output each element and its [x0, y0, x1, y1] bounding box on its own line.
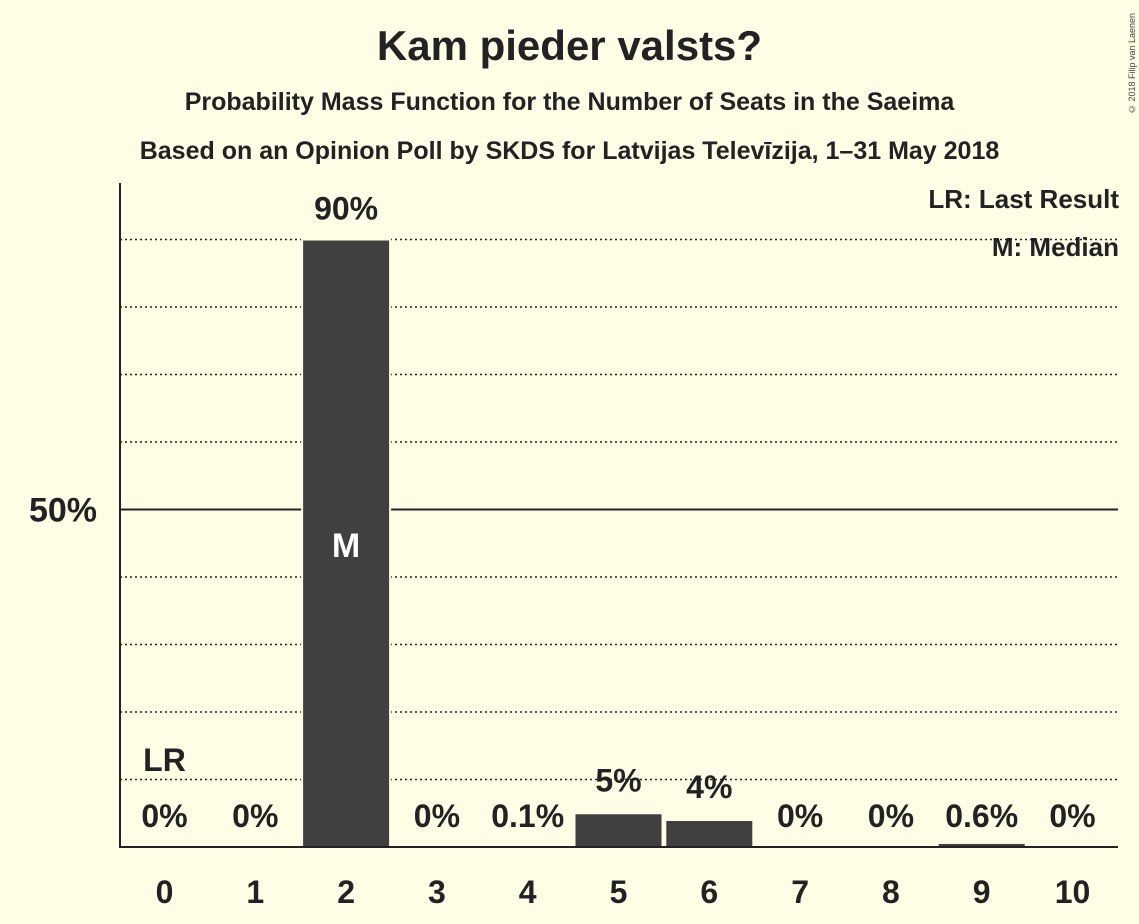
value-label-9: 0.6%	[945, 798, 1018, 834]
x-tick-label-5: 5	[610, 874, 628, 910]
value-label-1: 0%	[232, 798, 278, 834]
last-result-marker: LR	[143, 742, 186, 778]
x-tick-label-10: 10	[1055, 874, 1091, 910]
bar-2	[301, 238, 392, 848]
x-tick-label-3: 3	[428, 874, 446, 910]
value-label-8: 0%	[868, 798, 914, 834]
value-label-6: 4%	[686, 769, 732, 805]
value-label-3: 0%	[414, 798, 460, 834]
chart-title: Kam pieder valsts?	[376, 22, 763, 69]
chart-source: Based on an Opinion Poll by SKDS for Lat…	[139, 137, 1000, 165]
value-label-10: 0%	[1049, 798, 1095, 834]
x-tick-label-9: 9	[973, 874, 991, 910]
value-label-4: 0.1%	[491, 798, 564, 834]
y-tick-label-50: 50%	[29, 492, 97, 530]
bar-5	[573, 812, 664, 848]
legend-last-result: LR: Last Result	[928, 184, 1119, 214]
chart-subtitle: Probability Mass Function for the Number…	[184, 88, 955, 116]
x-tick-label-2: 2	[337, 874, 355, 910]
median-marker: M	[332, 527, 360, 565]
x-tick-label-8: 8	[882, 874, 900, 910]
value-label-7: 0%	[777, 798, 823, 834]
value-label-0: 0%	[141, 798, 187, 834]
x-tick-label-7: 7	[791, 874, 809, 910]
value-label-5: 5%	[595, 762, 641, 798]
x-tick-label-0: 0	[156, 874, 174, 910]
value-label-2: 90%	[314, 191, 378, 227]
x-tick-label-4: 4	[519, 874, 537, 910]
bar-6	[664, 819, 755, 848]
legend-median: M: Median	[991, 232, 1119, 262]
x-tick-label-1: 1	[246, 874, 264, 910]
x-tick-label-6: 6	[700, 874, 718, 910]
